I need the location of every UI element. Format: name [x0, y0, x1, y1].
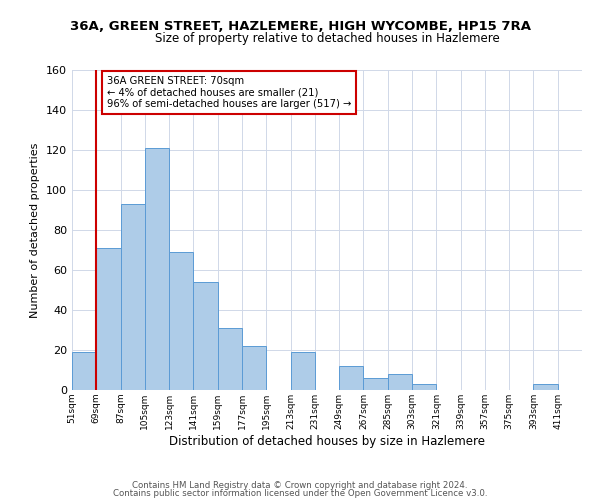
- Bar: [72, 352, 96, 390]
- Bar: [339, 366, 364, 390]
- Bar: [242, 346, 266, 390]
- Text: 36A, GREEN STREET, HAZLEMERE, HIGH WYCOMBE, HP15 7RA: 36A, GREEN STREET, HAZLEMERE, HIGH WYCOM…: [70, 20, 530, 33]
- Bar: [145, 148, 169, 390]
- X-axis label: Distribution of detached houses by size in Hazlemere: Distribution of detached houses by size …: [169, 434, 485, 448]
- Text: 36A GREEN STREET: 70sqm
← 4% of detached houses are smaller (21)
96% of semi-det: 36A GREEN STREET: 70sqm ← 4% of detached…: [107, 76, 352, 109]
- Bar: [193, 282, 218, 390]
- Bar: [169, 252, 193, 390]
- Y-axis label: Number of detached properties: Number of detached properties: [31, 142, 40, 318]
- Text: Contains public sector information licensed under the Open Government Licence v3: Contains public sector information licen…: [113, 488, 487, 498]
- Bar: [412, 384, 436, 390]
- Bar: [121, 204, 145, 390]
- Title: Size of property relative to detached houses in Hazlemere: Size of property relative to detached ho…: [155, 32, 499, 45]
- Bar: [290, 352, 315, 390]
- Bar: [388, 374, 412, 390]
- Bar: [96, 248, 121, 390]
- Bar: [364, 378, 388, 390]
- Text: Contains HM Land Registry data © Crown copyright and database right 2024.: Contains HM Land Registry data © Crown c…: [132, 481, 468, 490]
- Bar: [218, 328, 242, 390]
- Bar: [533, 384, 558, 390]
